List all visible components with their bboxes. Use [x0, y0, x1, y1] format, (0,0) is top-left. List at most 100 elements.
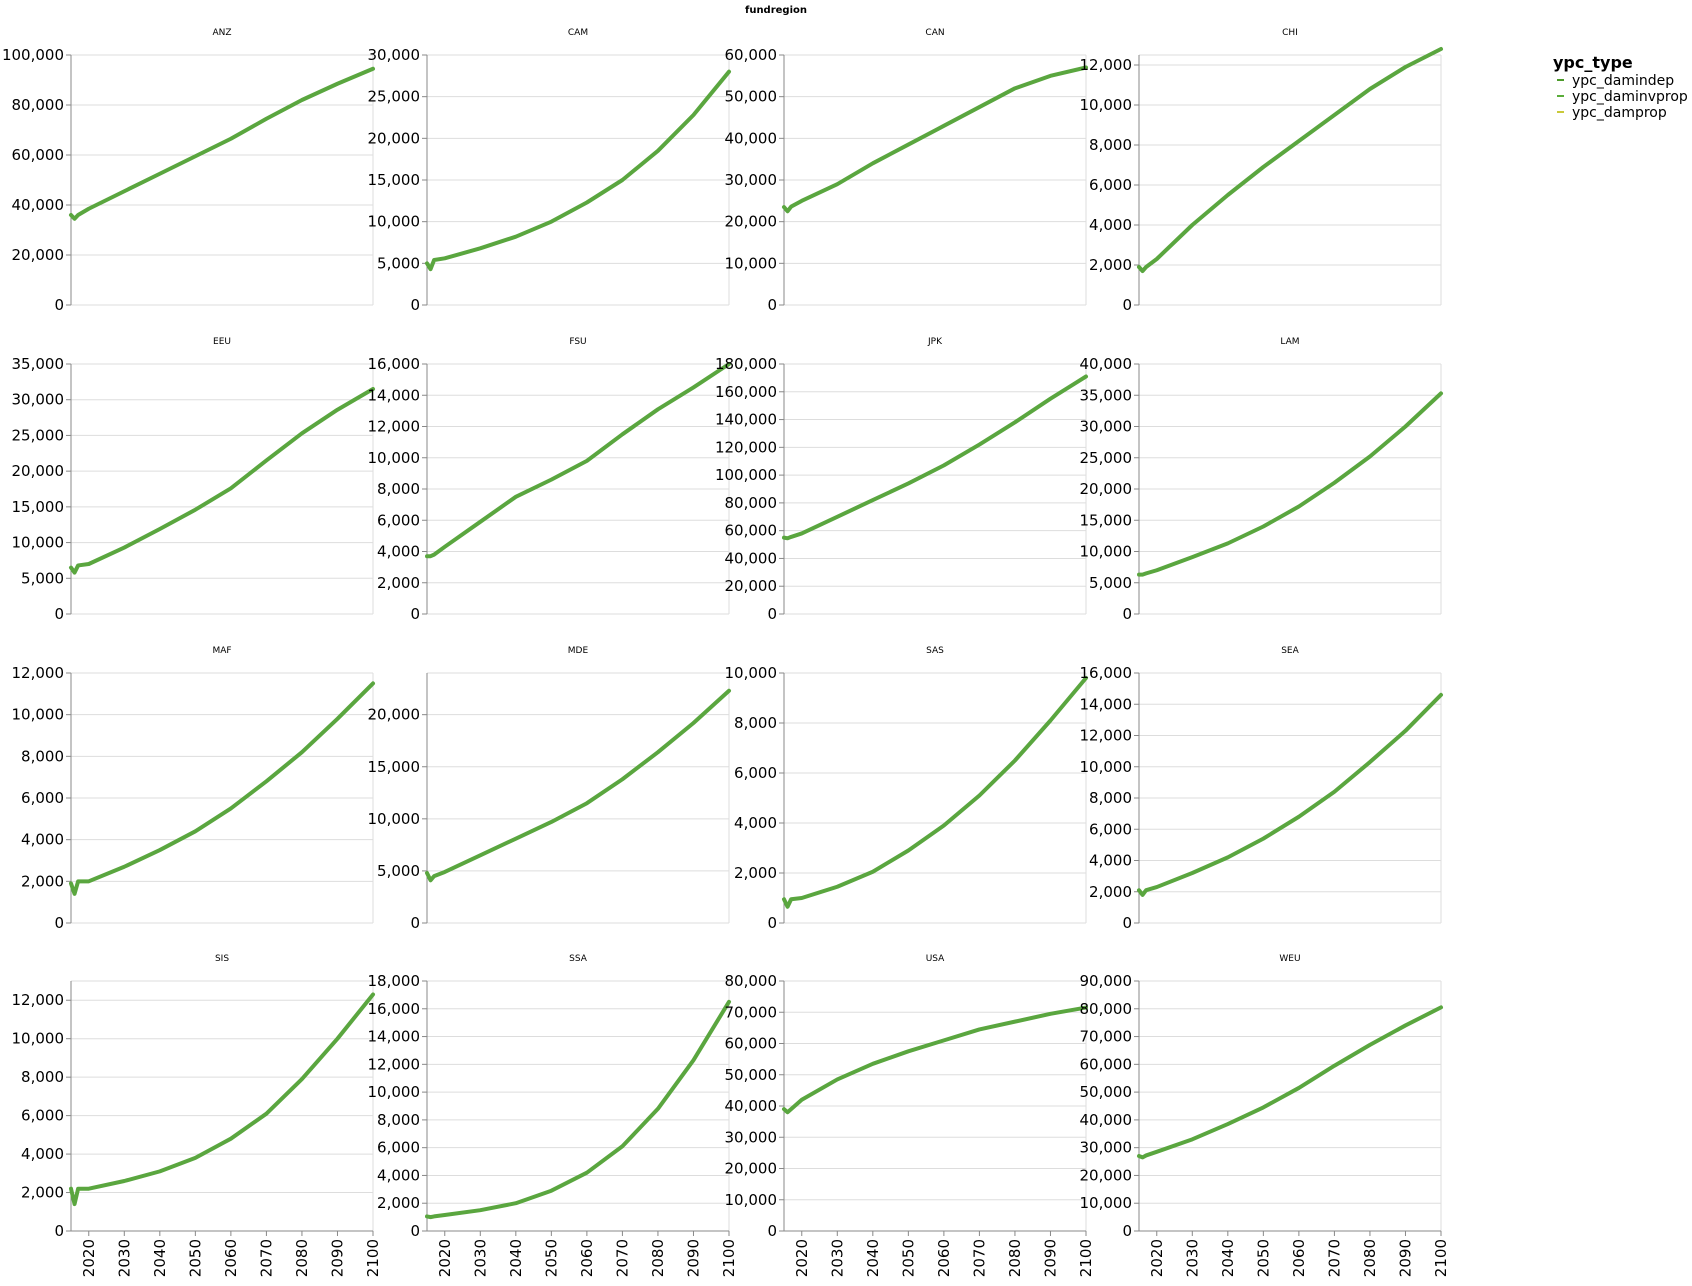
- y-tick-label: 120,000: [715, 438, 777, 456]
- y-tick-label: 4,000: [377, 1166, 420, 1184]
- y-tick-label: 20,000: [12, 246, 65, 264]
- y-tick-label: 8,000: [21, 747, 64, 765]
- series-line: [1137, 1005, 1443, 1160]
- y-tick-label: 5,000: [1089, 574, 1132, 592]
- x-tick-label: 2100: [720, 1239, 738, 1277]
- y-tick-label: 6,000: [734, 764, 777, 782]
- y-tick-label: 6,000: [21, 1107, 64, 1125]
- y-tick-label: 25,000: [12, 426, 65, 444]
- series-line: [425, 999, 731, 1220]
- facet-can: CAN 0 10,000 20,000 30,000 40,000 50,000 60,000: [725, 28, 1088, 314]
- facet-title: LAM: [1280, 337, 1299, 347]
- x-tick-label: 2030: [828, 1239, 846, 1277]
- y-tick-label: 15,000: [368, 171, 421, 189]
- x-tick-label: 2020: [436, 1239, 454, 1277]
- y-tick-label: 70,000: [725, 1003, 778, 1021]
- y-tick-label: 100,000: [2, 46, 64, 64]
- series-line: [69, 387, 375, 575]
- y-tick-label: 10,000: [12, 1030, 65, 1048]
- x-tick-label: 2100: [1432, 1239, 1450, 1277]
- x-tick-label: 2050: [899, 1239, 917, 1277]
- facet-mde: MDE 0 5,000 10,000 15,000 20,000: [368, 646, 731, 932]
- y-tick-label: 20,000: [725, 1160, 778, 1178]
- series-line: [1137, 47, 1443, 273]
- facet-anz: ANZ 0 20,000 40,000 60,000 80,000 100,000: [2, 28, 375, 314]
- y-tick-label: 4,000: [1089, 852, 1132, 870]
- series-line: [69, 66, 375, 221]
- y-tick-label: 40,000: [725, 129, 778, 147]
- y-tick-label: 0: [410, 1222, 420, 1240]
- y-tick-label: 70,000: [1080, 1028, 1133, 1046]
- y-tick-label: 60,000: [725, 1035, 778, 1053]
- y-tick-label: 10,000: [725, 664, 778, 682]
- y-tick-label: 0: [54, 296, 64, 314]
- facet-sea: SEA 0 2,000 4,000 6,000 8,000 10,000 12,000 14,0…: [1080, 646, 1443, 932]
- y-tick-label: 20,000: [368, 706, 421, 724]
- y-tick-label: 15,000: [12, 498, 65, 516]
- x-tick-label: 2030: [115, 1239, 133, 1277]
- y-tick-label: 20,000: [12, 462, 65, 480]
- x-tick-label: 2040: [1219, 1239, 1237, 1277]
- facet-sas: SAS 0 2,000 4,000 6,000 8,000 10,000: [725, 646, 1088, 932]
- y-tick-label: 15,000: [368, 758, 421, 776]
- y-tick-label: 60,000: [725, 522, 778, 540]
- y-tick-label: 35,000: [12, 355, 65, 373]
- y-tick-label: 10,000: [1080, 1194, 1133, 1212]
- facet-panels: ANZ 0 20,000 40,000 60,000 80,000 100,000 CAM 0 5…: [2, 28, 1450, 1277]
- y-tick-label: 20,000: [1080, 1166, 1133, 1184]
- facet-eeu: EEU 0 5,000 10,000 15,000 20,000 25,000 30,000 3…: [12, 337, 375, 623]
- y-tick-label: 30,000: [12, 391, 65, 409]
- facet-usa: USA 0 10,000 20,000 30,000 40,000 50,000 60,000…: [725, 954, 1096, 1277]
- y-tick-label: 30,000: [368, 46, 421, 64]
- y-tick-label: 2,000: [21, 872, 64, 890]
- facet-title: CHI: [1282, 28, 1298, 38]
- x-tick-label: 2080: [1006, 1239, 1024, 1277]
- x-tick-label: 2090: [684, 1239, 702, 1277]
- facet-sis: SIS 0 2,000 4,000 6,000 8,000 10,000 12,000 2020…: [12, 954, 383, 1277]
- y-tick-label: 10,000: [368, 449, 421, 467]
- facet-maf: MAF 0 2,000 4,000 6,000 8,000 10,000 12,000: [12, 646, 375, 932]
- y-tick-label: 6,000: [377, 1139, 420, 1157]
- y-tick-label: 90,000: [1080, 972, 1133, 990]
- y-tick-label: 180,000: [715, 355, 777, 373]
- y-tick-label: 25,000: [368, 88, 421, 106]
- y-tick-label: 30,000: [725, 171, 778, 189]
- facet-title: SSA: [569, 954, 588, 964]
- legend-label: ypc_damprop: [1572, 105, 1667, 121]
- x-tick-label: 2100: [364, 1239, 382, 1277]
- x-tick-label: 2070: [970, 1239, 988, 1277]
- y-tick-label: 60,000: [1080, 1055, 1133, 1073]
- facet-title: ANZ: [212, 28, 231, 38]
- y-tick-label: 0: [1122, 296, 1132, 314]
- y-tick-label: 35,000: [1080, 386, 1133, 404]
- x-tick-label: 2020: [80, 1239, 98, 1277]
- y-tick-label: 10,000: [368, 1083, 421, 1101]
- y-tick-label: 0: [767, 1222, 777, 1240]
- x-tick-label: 2050: [542, 1239, 560, 1277]
- x-tick-label: 2080: [649, 1239, 667, 1277]
- facet-title: USA: [926, 954, 945, 964]
- y-tick-label: 16,000: [1080, 664, 1133, 682]
- y-tick-label: 6,000: [1089, 176, 1132, 194]
- series-line: [1137, 692, 1443, 897]
- y-tick-label: 5,000: [377, 862, 420, 880]
- y-tick-label: 16,000: [368, 1000, 421, 1018]
- y-tick-label: 60,000: [12, 146, 65, 164]
- y-tick-label: 12,000: [1080, 56, 1133, 74]
- y-tick-label: 20,000: [1080, 480, 1133, 498]
- y-tick-label: 0: [410, 296, 420, 314]
- y-tick-label: 40,000: [12, 196, 65, 214]
- x-tick-label: 2100: [1077, 1239, 1095, 1277]
- y-tick-label: 18,000: [368, 972, 421, 990]
- x-tick-label: 2070: [613, 1239, 631, 1277]
- facet-title: FSU: [569, 337, 586, 347]
- y-tick-label: 4,000: [21, 1145, 64, 1163]
- facet-weu: WEU 0 10,000 20,000 30,000 40,000 50,000 60,000…: [1080, 954, 1451, 1277]
- y-tick-label: 5,000: [21, 569, 64, 587]
- y-tick-label: 2,000: [1089, 883, 1132, 901]
- y-tick-label: 14,000: [1080, 695, 1133, 713]
- y-tick-label: 12,000: [368, 1055, 421, 1073]
- y-tick-label: 2,000: [377, 1194, 420, 1212]
- y-tick-label: 80,000: [725, 972, 778, 990]
